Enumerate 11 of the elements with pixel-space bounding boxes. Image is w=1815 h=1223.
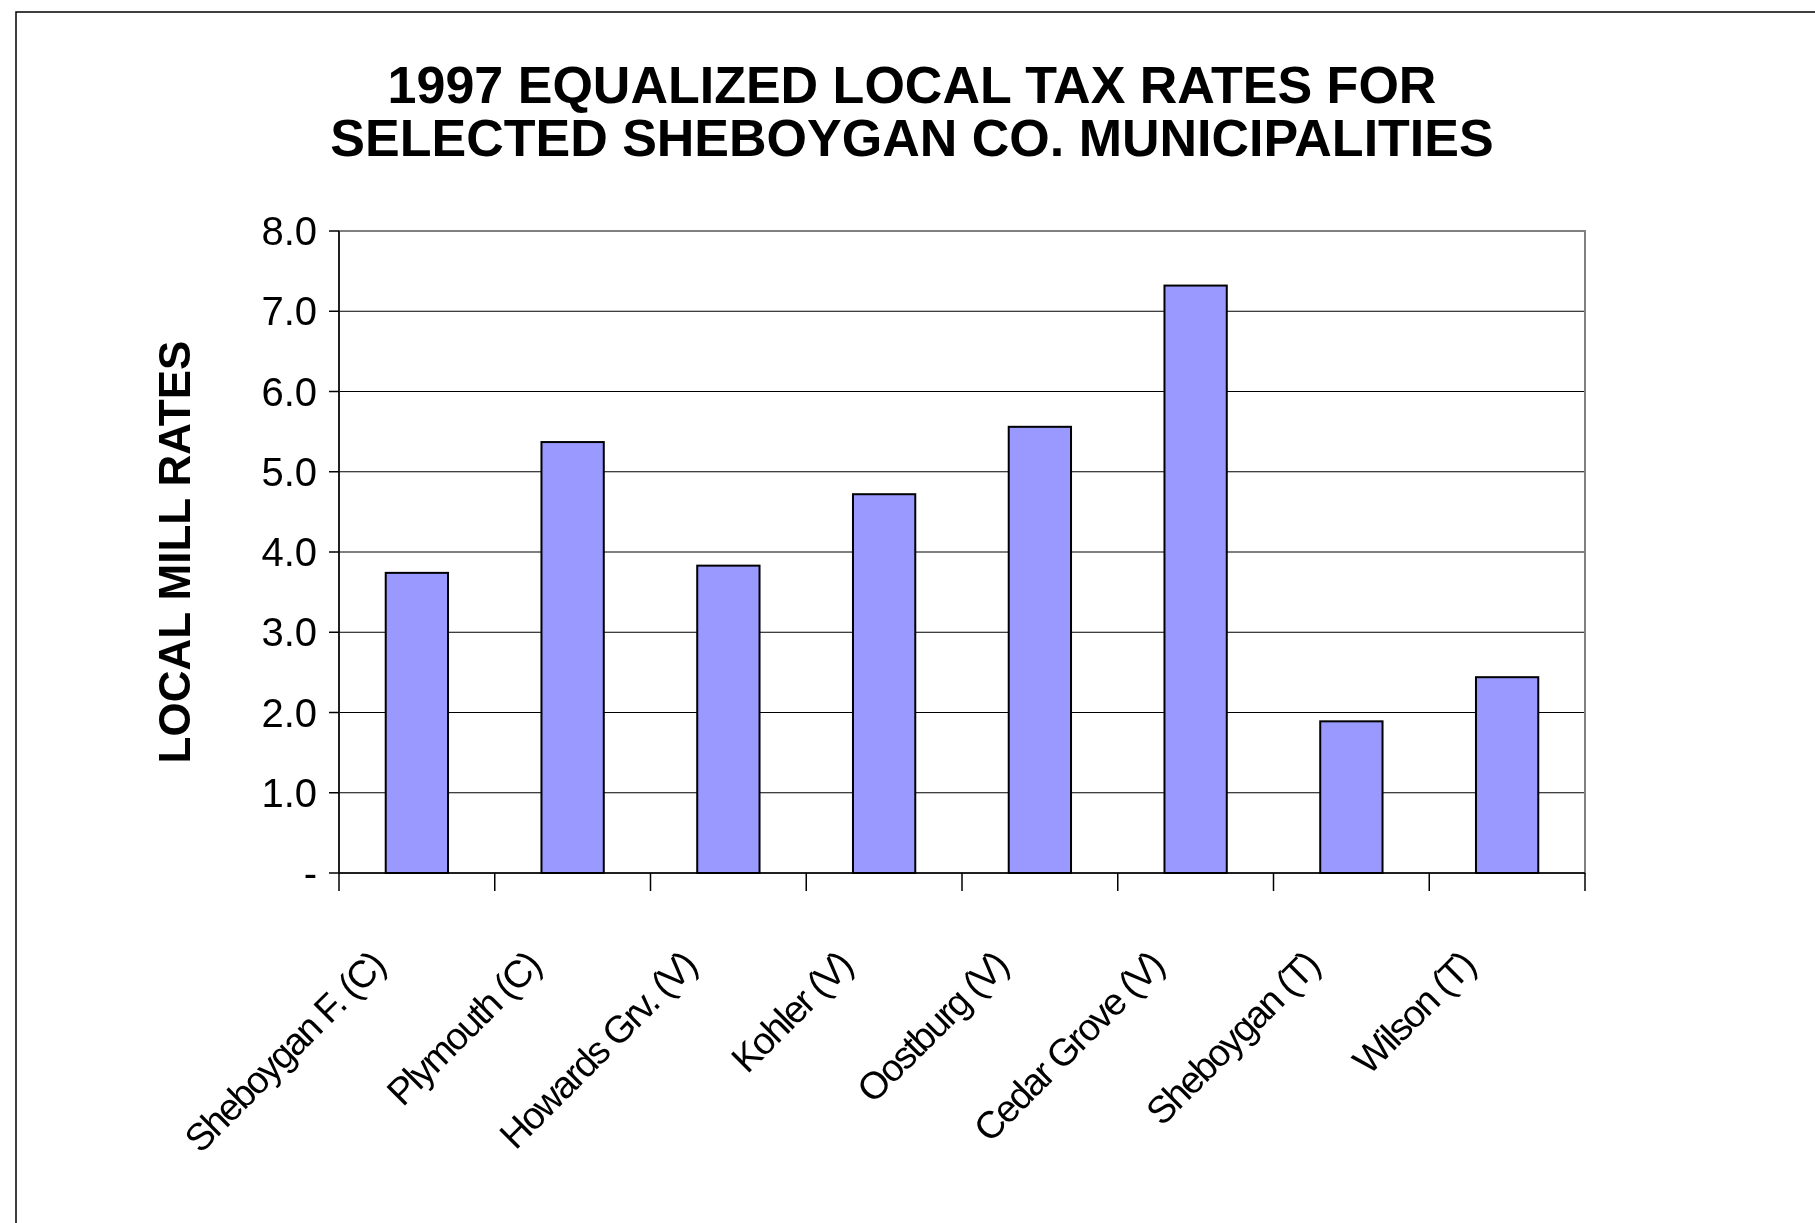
y-tick-label: - bbox=[303, 851, 317, 895]
y-tick-label: 6.0 bbox=[261, 369, 317, 414]
y-axis-title: LOCAL MILL RATES bbox=[150, 340, 199, 764]
y-tick-label: 8.0 bbox=[261, 209, 317, 253]
y-tick-label: 5.0 bbox=[261, 449, 317, 494]
y-tick-label: 7.0 bbox=[261, 289, 317, 334]
y-tick-label: 3.0 bbox=[261, 610, 317, 655]
y-tick-label: 2.0 bbox=[261, 690, 317, 735]
chart-title: 1997 EQUALIZED LOCAL TAX RATES FOR SELECTED SHEBOYGAN CO. MUNICIPALITIES bbox=[330, 56, 1494, 167]
y-tick-label: 4.0 bbox=[261, 530, 317, 574]
y-tick-label: 1.0 bbox=[261, 770, 317, 815]
